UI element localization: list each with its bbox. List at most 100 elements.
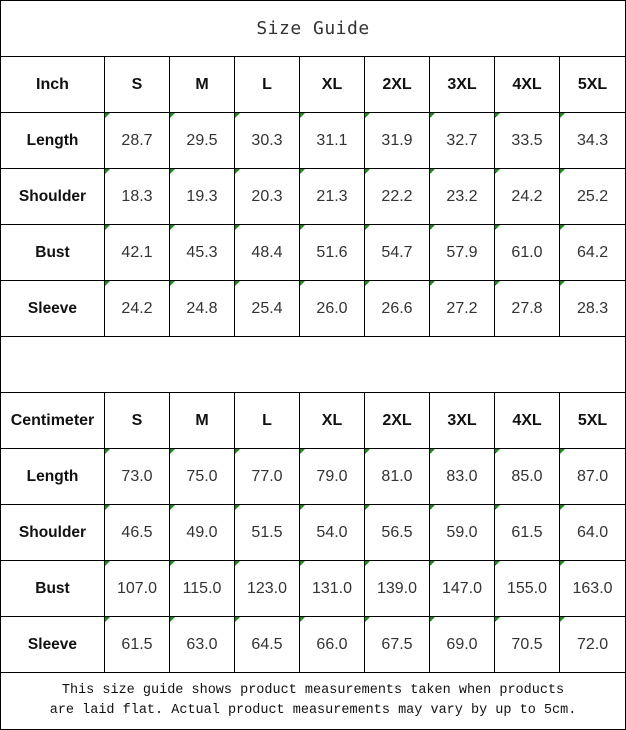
measurement-cell: 83.0 (429, 448, 495, 505)
size-header: L (234, 56, 300, 113)
measurement-cell: 48.4 (234, 224, 300, 281)
measurement-cell: 30.3 (234, 112, 300, 169)
table-row: Length 28.7 29.5 30.3 31.1 31.9 32.7 33.5 34.3 (0, 112, 626, 169)
measurement-cell: 87.0 (558, 448, 626, 505)
size-header: L (234, 392, 300, 449)
measurement-cell: 25.4 (234, 280, 300, 337)
measurement-cell: 45.3 (169, 224, 235, 281)
title-row: Size Guide (0, 0, 626, 57)
table-row: Shoulder 18.3 19.3 20.3 21.3 22.2 23.2 24.2 25.2 (0, 168, 626, 225)
measurement-cell: 66.0 (299, 616, 365, 673)
row-label: Sleeve (0, 280, 105, 337)
row-label: Sleeve (0, 616, 105, 673)
measurement-cell: 51.5 (234, 504, 300, 561)
size-header: M (169, 56, 235, 113)
measurement-cell: 107.0 (104, 560, 170, 617)
size-header: XL (299, 56, 365, 113)
size-header: 4XL (494, 56, 560, 113)
measurement-cell: 115.0 (169, 560, 235, 617)
measurement-cell: 26.0 (299, 280, 365, 337)
measurement-cell: 21.3 (299, 168, 365, 225)
measurement-cell: 49.0 (169, 504, 235, 561)
row-label: Length (0, 112, 105, 169)
measurement-cell: 19.3 (169, 168, 235, 225)
row-label: Shoulder (0, 504, 105, 561)
page-title: Size Guide (0, 0, 626, 57)
measurement-cell: 155.0 (494, 560, 560, 617)
size-header: 3XL (429, 56, 495, 113)
size-header: 2XL (364, 392, 430, 449)
measurement-cell: 28.7 (104, 112, 170, 169)
measurement-cell: 27.8 (494, 280, 560, 337)
measurement-cell: 25.2 (558, 168, 626, 225)
measurement-cell: 23.2 (429, 168, 495, 225)
measurement-cell: 26.6 (364, 280, 430, 337)
measurement-cell: 29.5 (169, 112, 235, 169)
measurement-cell: 33.5 (494, 112, 560, 169)
measurement-cell: 63.0 (169, 616, 235, 673)
measurement-cell: 77.0 (234, 448, 300, 505)
measurement-cell: 20.3 (234, 168, 300, 225)
row-label: Shoulder (0, 168, 105, 225)
row-label: Length (0, 448, 105, 505)
measurement-cell: 81.0 (364, 448, 430, 505)
row-label: Bust (0, 560, 105, 617)
size-header: 4XL (494, 392, 560, 449)
measurement-cell: 64.0 (558, 504, 626, 561)
size-header: M (169, 392, 235, 449)
measurement-cell: 85.0 (494, 448, 560, 505)
measurement-cell: 32.7 (429, 112, 495, 169)
note-line-1: This size guide shows product measuremen… (61, 683, 565, 698)
measurement-cell: 46.5 (104, 504, 170, 561)
measurement-cell: 42.1 (104, 224, 170, 281)
note-row: This size guide shows product measuremen… (0, 672, 626, 730)
table-row: Shoulder 46.5 49.0 51.5 54.0 56.5 59.0 61.5 64.0 (0, 504, 626, 561)
header-row: Inch S M L XL 2XL 3XL 4XL 5XL (0, 56, 626, 113)
measurement-cell: 75.0 (169, 448, 235, 505)
table-row: Sleeve 61.5 63.0 64.5 66.0 67.5 69.0 70.5 72.0 (0, 616, 626, 673)
size-header: 2XL (364, 56, 430, 113)
measurement-cell: 24.8 (169, 280, 235, 337)
row-label: Bust (0, 224, 105, 281)
measurement-cell: 61.5 (494, 504, 560, 561)
measurement-cell: 24.2 (494, 168, 560, 225)
measurement-cell: 69.0 (429, 616, 495, 673)
unit-header: Centimeter (0, 392, 105, 449)
measurement-cell: 27.2 (429, 280, 495, 337)
measurement-cell: 79.0 (299, 448, 365, 505)
measurement-cell: 54.7 (364, 224, 430, 281)
size-header: XL (299, 392, 365, 449)
measurement-cell: 67.5 (364, 616, 430, 673)
note-line-2: are laid flat. Actual product measuremen… (49, 703, 577, 718)
measurement-cell: 70.5 (494, 616, 560, 673)
measurement-cell: 56.5 (364, 504, 430, 561)
measurement-cell: 31.9 (364, 112, 430, 169)
table-row: Length 73.0 75.0 77.0 79.0 81.0 83.0 85.0 87.0 (0, 448, 626, 505)
measurement-cell: 73.0 (104, 448, 170, 505)
measurement-cell: 28.3 (558, 280, 626, 337)
unit-header: Inch (0, 56, 105, 113)
measurement-cell: 31.1 (299, 112, 365, 169)
measurement-cell: 24.2 (104, 280, 170, 337)
measurement-cell: 131.0 (299, 560, 365, 617)
size-header: S (104, 392, 170, 449)
size-header: S (104, 56, 170, 113)
measurement-cell: 147.0 (429, 560, 495, 617)
measurement-cell: 61.5 (104, 616, 170, 673)
measurement-cell: 64.5 (234, 616, 300, 673)
spacer-cell (0, 336, 626, 393)
measurement-cell: 123.0 (234, 560, 300, 617)
measurement-cell: 139.0 (364, 560, 430, 617)
measurement-cell: 64.2 (558, 224, 626, 281)
table-row: Bust 107.0 115.0 123.0 131.0 139.0 147.0 155.0 1… (0, 560, 626, 617)
measurement-note: This size guide shows product measuremen… (0, 672, 626, 730)
spacer-row (0, 336, 626, 393)
table-row: Sleeve 24.2 24.8 25.4 26.0 26.6 27.2 27.8 28.3 (0, 280, 626, 337)
size-header: 5XL (558, 56, 626, 113)
size-header: 3XL (429, 392, 495, 449)
measurement-cell: 61.0 (494, 224, 560, 281)
measurement-cell: 54.0 (299, 504, 365, 561)
measurement-cell: 163.0 (558, 560, 626, 617)
